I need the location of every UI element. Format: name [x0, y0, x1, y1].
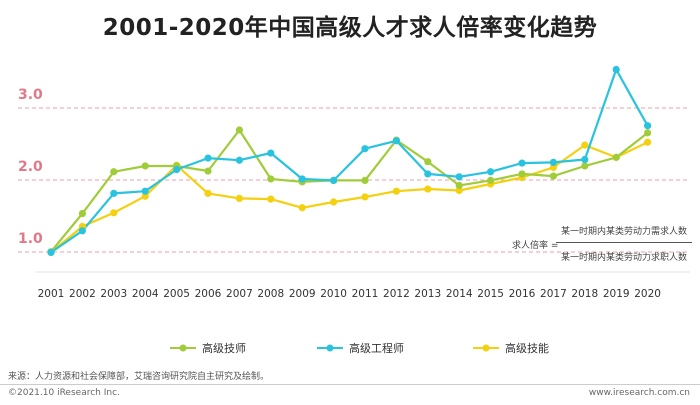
source-note: 来源：人力资源和社会保障部，艾瑞咨询研究院自主研究及绘制。	[8, 372, 270, 382]
legend-label-series3: 高级技能	[505, 342, 549, 355]
series-1-point	[78, 209, 86, 218]
legend-marker-series3	[473, 344, 499, 352]
x-tick-label: 2007	[226, 288, 253, 300]
series-3-point	[267, 195, 275, 203]
formula-numerator: 某一时期内某类劳动力需求人数	[560, 227, 687, 237]
x-tick-label: 2020	[634, 288, 661, 300]
series-line-2	[50, 68, 649, 254]
x-tick-label: 2005	[163, 288, 190, 300]
y-tick-label: 3.0	[18, 87, 43, 103]
x-tick-label: 2003	[100, 288, 127, 300]
page-title: 2001-2020年中国高级人才求人倍率变化趋势	[102, 15, 598, 41]
website: www.iresearch.com.cn	[588, 388, 690, 398]
series-1-point	[141, 162, 149, 170]
series-1-point	[581, 162, 589, 170]
series-line-3	[50, 141, 649, 254]
series-3-point	[644, 138, 652, 146]
series-2-point	[644, 122, 652, 130]
x-tick-label: 2008	[257, 288, 284, 300]
series-2-point	[298, 175, 306, 183]
legend-item-series1: 高级技师	[170, 340, 246, 356]
legend-label-series1: 高级技师	[202, 342, 246, 355]
series-3-point	[455, 186, 463, 195]
x-tick-label: 2013	[414, 288, 441, 300]
x-tick-label: 2012	[383, 288, 410, 300]
series-1-point	[110, 168, 118, 176]
series-3-point	[581, 141, 589, 149]
legend-marker-series2	[317, 344, 343, 352]
series-1-point	[455, 181, 463, 190]
series-1-point	[204, 167, 212, 175]
series-2-point	[110, 189, 118, 197]
x-tick-label: 2015	[477, 288, 504, 300]
series-2-point	[361, 145, 369, 153]
legend-marker-series1	[170, 344, 196, 352]
formula: 求人倍率 = 某一时期内某类劳动力需求人数 某一时期内某类劳动力求职人数	[512, 224, 692, 264]
series-1-point	[235, 126, 243, 134]
formula-lhs: 求人倍率 =	[512, 241, 559, 251]
x-tick-label: 2017	[540, 288, 567, 300]
x-tick-label: 2016	[509, 288, 536, 300]
series-3-point	[361, 193, 369, 201]
series-2-point	[549, 158, 558, 166]
series-2-point	[204, 154, 212, 162]
series-3-point	[330, 198, 338, 206]
legend-label-series2: 高级工程师	[349, 342, 404, 355]
series-3-point	[549, 163, 558, 172]
x-tick-label: 2018	[571, 288, 598, 300]
series-2-point	[392, 137, 400, 145]
x-tick-label: 2001	[38, 288, 65, 300]
series-2-point	[141, 187, 149, 195]
x-tick-label: 2010	[320, 288, 347, 300]
x-tick-label: 2006	[195, 288, 222, 300]
y-tick-label: 1.0	[18, 231, 43, 247]
legend-item-series2: 高级工程师	[317, 340, 404, 356]
y-tick-label: 2.0	[18, 159, 43, 175]
series-3-point	[141, 192, 149, 200]
series-1-point	[424, 158, 432, 166]
series-2-point	[173, 166, 181, 174]
series-2-point	[78, 227, 86, 235]
series-1-point	[487, 176, 495, 184]
formula-fraction-bar	[556, 242, 692, 243]
x-tick-label: 2019	[603, 288, 630, 300]
series-line-1	[50, 128, 649, 253]
series-2-point	[330, 176, 338, 184]
x-tick-label: 2009	[289, 288, 316, 300]
copyright: ©2021.10 iResearch Inc.	[8, 388, 120, 398]
series-3-point	[110, 209, 118, 217]
x-tick-label: 2011	[352, 288, 379, 300]
x-tick-label: 2004	[132, 288, 159, 300]
series-3-point	[235, 194, 243, 202]
legend-item-series3: 高级技能	[473, 340, 549, 356]
series-2-point	[424, 170, 432, 178]
series-2-point	[581, 155, 589, 164]
series-2-point	[47, 248, 55, 256]
x-tick-label: 2014	[446, 288, 473, 300]
series-1-point	[267, 175, 275, 183]
series-1-point	[612, 153, 620, 161]
series-3-point	[204, 189, 212, 197]
series-3-point	[424, 185, 432, 193]
series-3-point	[298, 204, 306, 212]
series-3-point	[392, 187, 400, 195]
series-2-point	[267, 149, 275, 157]
series-2-point	[518, 159, 526, 167]
formula-denominator: 某一时期内某类劳动力求职人数	[560, 253, 687, 263]
footer-divider	[0, 384, 700, 385]
series-1-point	[644, 129, 652, 137]
series-2-point	[455, 173, 463, 181]
series-2-point	[612, 65, 620, 74]
series-2-point	[235, 156, 243, 164]
x-tick-label: 2002	[69, 288, 96, 300]
series-1-point	[549, 172, 558, 180]
series-1-point	[518, 170, 526, 178]
series-1-point	[361, 176, 369, 184]
series-2-point	[487, 168, 495, 176]
